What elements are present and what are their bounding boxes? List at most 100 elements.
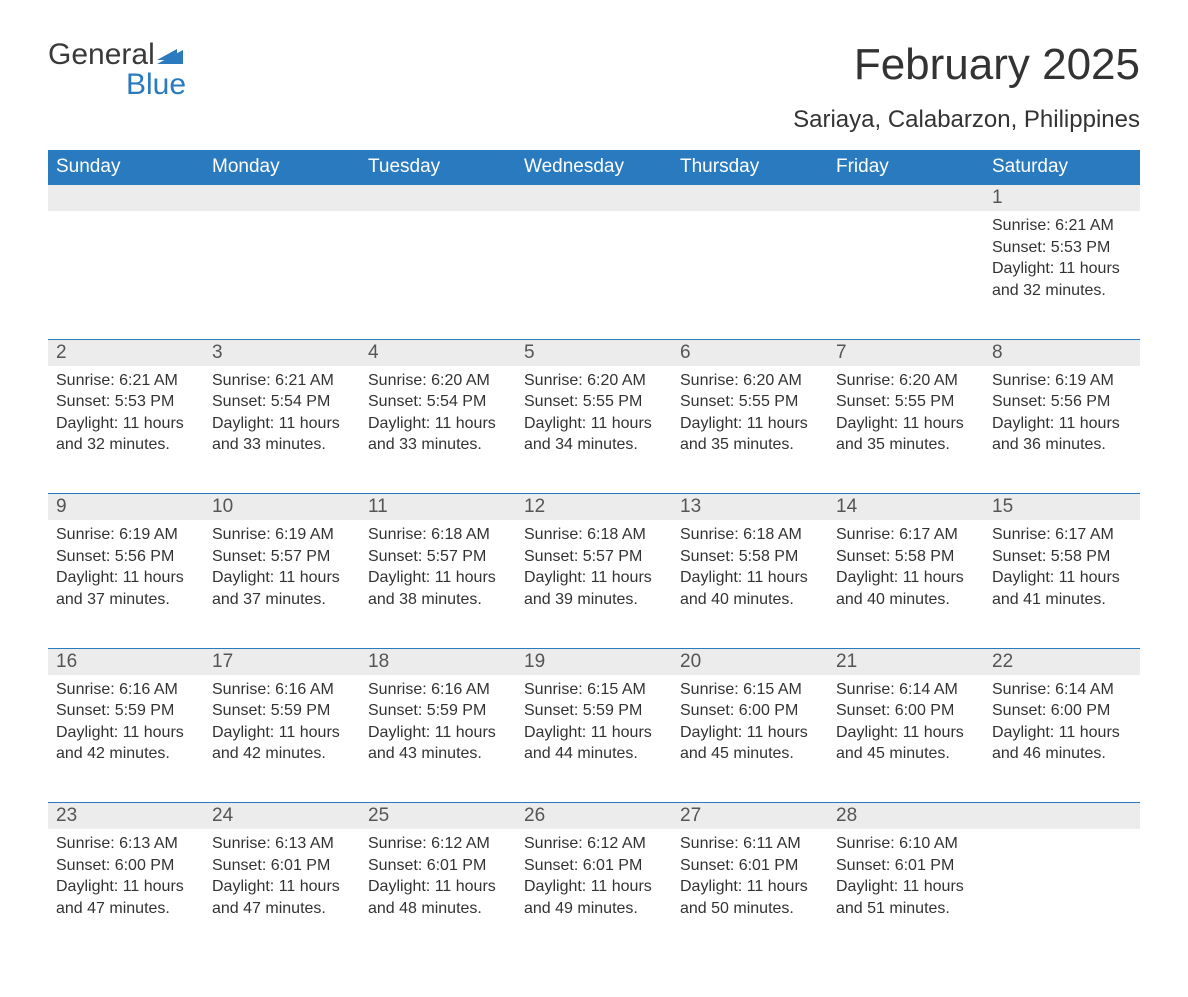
daylight-line-1: Daylight: 11 hours bbox=[212, 722, 352, 744]
sunset-line: Sunset: 6:01 PM bbox=[836, 855, 976, 877]
day-content bbox=[516, 211, 672, 233]
day-content bbox=[984, 829, 1140, 851]
sunrise-line: Sunrise: 6:20 AM bbox=[368, 370, 508, 392]
logo-top-row: General bbox=[48, 40, 186, 70]
day-number: 1 bbox=[984, 185, 1140, 211]
weekday-header: Thursday bbox=[672, 150, 828, 185]
day-content: Sunrise: 6:17 AMSunset: 5:58 PMDaylight:… bbox=[984, 520, 1140, 628]
daylight-line-1: Daylight: 11 hours bbox=[524, 722, 664, 744]
week-daynum-row: 1 bbox=[48, 185, 1140, 212]
daylight-line-2: and 42 minutes. bbox=[212, 743, 352, 765]
day-number: 18 bbox=[360, 649, 516, 675]
daylight-line-2: and 37 minutes. bbox=[212, 589, 352, 611]
sunrise-line: Sunrise: 6:15 AM bbox=[524, 679, 664, 701]
weekday-header: Friday bbox=[828, 150, 984, 185]
daylight-line-2: and 37 minutes. bbox=[56, 589, 196, 611]
day-content: Sunrise: 6:21 AMSunset: 5:53 PMDaylight:… bbox=[984, 211, 1140, 319]
logo: General Blue bbox=[48, 40, 186, 100]
daylight-line-2: and 50 minutes. bbox=[680, 898, 820, 920]
sunset-line: Sunset: 6:01 PM bbox=[368, 855, 508, 877]
sunset-line: Sunset: 5:58 PM bbox=[992, 546, 1132, 568]
day-number: 12 bbox=[516, 494, 672, 520]
daylight-line-2: and 34 minutes. bbox=[524, 434, 664, 456]
daylight-line-1: Daylight: 11 hours bbox=[992, 258, 1132, 280]
day-number: 13 bbox=[672, 494, 828, 520]
daylight-line-2: and 35 minutes. bbox=[836, 434, 976, 456]
day-content: Sunrise: 6:18 AMSunset: 5:57 PMDaylight:… bbox=[360, 520, 516, 628]
sunrise-line: Sunrise: 6:18 AM bbox=[680, 524, 820, 546]
sunrise-line: Sunrise: 6:19 AM bbox=[992, 370, 1132, 392]
flag-icon bbox=[157, 40, 183, 58]
day-number: 20 bbox=[672, 649, 828, 675]
day-number: 24 bbox=[204, 803, 360, 829]
day-number: 7 bbox=[828, 340, 984, 366]
day-content bbox=[360, 211, 516, 233]
sunset-line: Sunset: 6:00 PM bbox=[680, 700, 820, 722]
day-number: 6 bbox=[672, 340, 828, 366]
calendar-table: Sunday Monday Tuesday Wednesday Thursday… bbox=[48, 150, 1140, 957]
day-number: 5 bbox=[516, 340, 672, 366]
daylight-line-1: Daylight: 11 hours bbox=[56, 722, 196, 744]
day-number: 16 bbox=[48, 649, 204, 675]
daylight-line-1: Daylight: 11 hours bbox=[836, 876, 976, 898]
sunrise-line: Sunrise: 6:21 AM bbox=[992, 215, 1132, 237]
sunset-line: Sunset: 6:00 PM bbox=[836, 700, 976, 722]
day-number bbox=[516, 185, 672, 189]
daylight-line-1: Daylight: 11 hours bbox=[680, 567, 820, 589]
day-content: Sunrise: 6:13 AMSunset: 6:00 PMDaylight:… bbox=[48, 829, 204, 937]
day-content: Sunrise: 6:10 AMSunset: 6:01 PMDaylight:… bbox=[828, 829, 984, 937]
sunrise-line: Sunrise: 6:15 AM bbox=[680, 679, 820, 701]
daylight-line-1: Daylight: 11 hours bbox=[368, 413, 508, 435]
day-number: 17 bbox=[204, 649, 360, 675]
sunrise-line: Sunrise: 6:21 AM bbox=[56, 370, 196, 392]
day-content: Sunrise: 6:17 AMSunset: 5:58 PMDaylight:… bbox=[828, 520, 984, 628]
day-content: Sunrise: 6:20 AMSunset: 5:54 PMDaylight:… bbox=[360, 366, 516, 474]
daylight-line-2: and 36 minutes. bbox=[992, 434, 1132, 456]
day-content: Sunrise: 6:18 AMSunset: 5:58 PMDaylight:… bbox=[672, 520, 828, 628]
day-content: Sunrise: 6:12 AMSunset: 6:01 PMDaylight:… bbox=[360, 829, 516, 937]
sunrise-line: Sunrise: 6:16 AM bbox=[212, 679, 352, 701]
weekday-header: Monday bbox=[204, 150, 360, 185]
week-daynum-row: 232425262728 bbox=[48, 803, 1140, 830]
logo-word2: Blue bbox=[126, 70, 186, 100]
day-content bbox=[48, 211, 204, 233]
day-number: 19 bbox=[516, 649, 672, 675]
daylight-line-2: and 35 minutes. bbox=[680, 434, 820, 456]
week-content-row: Sunrise: 6:19 AM Sunset: 5:56 PM Daylight:… bbox=[48, 520, 1140, 648]
sunset-line: Sunset: 5:56 PM bbox=[992, 391, 1132, 413]
day-content: Sunrise: 6:14 AMSunset: 6:00 PMDaylight:… bbox=[984, 675, 1140, 783]
day-content: Sunrise: 6:19 AMSunset: 5:56 PMDaylight:… bbox=[48, 520, 204, 628]
daylight-line-2: and 49 minutes. bbox=[524, 898, 664, 920]
day-number: 15 bbox=[984, 494, 1140, 520]
day-content: Sunrise: 6:11 AMSunset: 6:01 PMDaylight:… bbox=[672, 829, 828, 937]
sunrise-line: Sunrise: 6:14 AM bbox=[836, 679, 976, 701]
daylight-line-2: and 45 minutes. bbox=[836, 743, 976, 765]
daylight-line-1: Daylight: 11 hours bbox=[368, 876, 508, 898]
daylight-line-1: Daylight: 11 hours bbox=[992, 567, 1132, 589]
day-content: Sunrise: 6:20 AMSunset: 5:55 PMDaylight:… bbox=[672, 366, 828, 474]
day-number bbox=[828, 185, 984, 189]
sunset-line: Sunset: 5:59 PM bbox=[56, 700, 196, 722]
weekday-header: Saturday bbox=[984, 150, 1140, 185]
day-content bbox=[672, 211, 828, 233]
daylight-line-1: Daylight: 11 hours bbox=[56, 876, 196, 898]
daylight-line-1: Daylight: 11 hours bbox=[992, 413, 1132, 435]
sunrise-line: Sunrise: 6:12 AM bbox=[524, 833, 664, 855]
weekday-header: Sunday bbox=[48, 150, 204, 185]
sunset-line: Sunset: 5:53 PM bbox=[56, 391, 196, 413]
sunrise-line: Sunrise: 6:19 AM bbox=[212, 524, 352, 546]
day-number: 23 bbox=[48, 803, 204, 829]
weekday-header: Wednesday bbox=[516, 150, 672, 185]
sunset-line: Sunset: 5:53 PM bbox=[992, 237, 1132, 259]
sunrise-line: Sunrise: 6:20 AM bbox=[836, 370, 976, 392]
day-number: 8 bbox=[984, 340, 1140, 366]
daylight-line-1: Daylight: 11 hours bbox=[212, 876, 352, 898]
sunset-line: Sunset: 5:56 PM bbox=[56, 546, 196, 568]
sunrise-line: Sunrise: 6:17 AM bbox=[992, 524, 1132, 546]
daylight-line-1: Daylight: 11 hours bbox=[368, 567, 508, 589]
daylight-line-2: and 47 minutes. bbox=[56, 898, 196, 920]
day-content: Sunrise: 6:13 AMSunset: 6:01 PMDaylight:… bbox=[204, 829, 360, 937]
day-content: Sunrise: 6:21 AMSunset: 5:53 PMDaylight:… bbox=[48, 366, 204, 474]
week-daynum-row: 9101112131415 bbox=[48, 494, 1140, 521]
week-content-row: Sunrise: 6:16 AMSunset: 5:59 PMDaylight:… bbox=[48, 675, 1140, 803]
